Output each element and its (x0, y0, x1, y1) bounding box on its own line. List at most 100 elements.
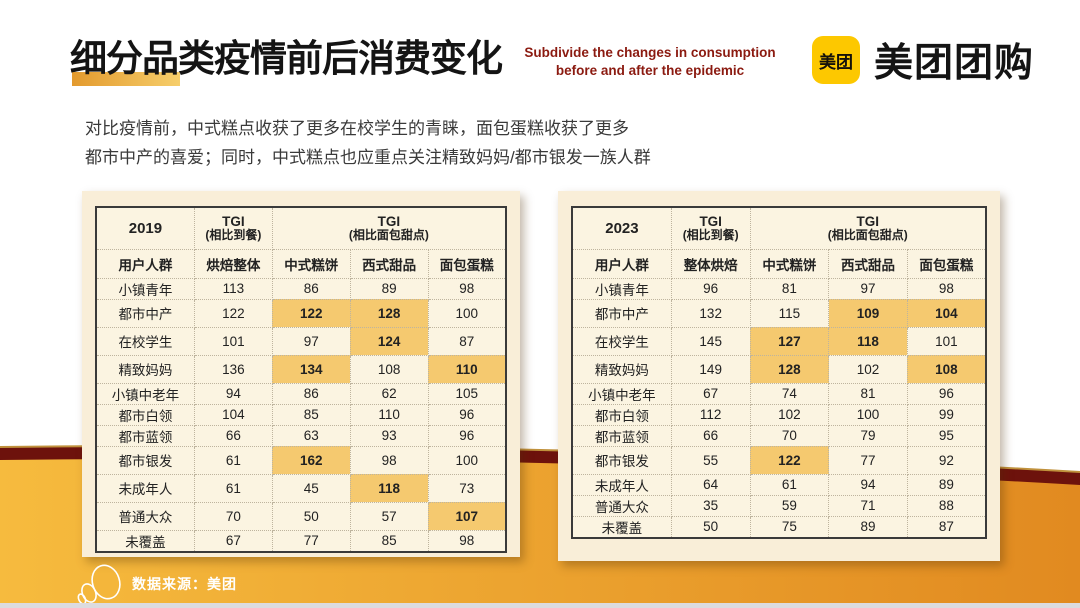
tgi-value-cell: 89 (828, 515, 908, 538)
tgi-value-cell: 124 (349, 326, 429, 356)
tgi-value-cell: 81 (749, 277, 830, 300)
tgi-value-cell: 145 (670, 326, 751, 356)
meituan-logo-text: 美团团购 (874, 42, 1035, 85)
user-group-label: 小镇青年 (95, 277, 195, 300)
user-group-label: 小镇中老年 (571, 382, 672, 405)
tgi-value-cell: 149 (670, 354, 751, 384)
user-group-label: 未成年人 (95, 473, 195, 503)
tgi-table-2019: 2019 TGI (相比到餐) TGI (相比面包甜点) 用户人群 烘焙整体 中… (95, 206, 507, 553)
tgi-value-cell: 102 (749, 403, 830, 426)
tgi-title: TGI (699, 213, 722, 229)
category-header: 中式糕饼 (749, 248, 830, 279)
user-group-label: 在校学生 (571, 326, 672, 356)
tgi-value-cell: 81 (828, 382, 908, 405)
user-group-label: 普通大众 (95, 501, 195, 531)
tgi-value-cell: 101 (906, 326, 987, 356)
tgi-title: TGI (222, 213, 245, 229)
tgi-value-cell: 70 (749, 424, 830, 447)
category-header: 西式甜品 (349, 248, 429, 279)
tgi-value-cell: 50 (670, 515, 751, 538)
table-row: 未覆盖 50 75 89 87 (571, 515, 987, 538)
meituan-logo: 美团 美团团购 (812, 32, 1034, 88)
table-header-category-row: 用户人群 烘焙整体 中式糕饼 西式甜品 面包蛋糕 (95, 248, 507, 279)
tgi-value-cell: 96 (427, 403, 507, 426)
table-row: 普通大众 35 59 71 88 (571, 494, 987, 517)
group-column-header: 用户人群 (571, 248, 672, 279)
tgi-value-cell: 96 (670, 277, 751, 300)
group-column-header: 用户人群 (95, 248, 195, 279)
tgi-value-cell: 109 (828, 298, 908, 328)
tgi-value-cell: 128 (749, 354, 830, 384)
tgi-value-cell: 63 (271, 424, 351, 447)
category-header: 整体烘焙 (670, 248, 751, 279)
tgi-subtitle: (相比面包甜点) (827, 228, 908, 243)
table-row: 都市蓝领 66 70 79 95 (571, 424, 987, 447)
category-header: 中式糕饼 (271, 248, 351, 279)
tgi-value-cell: 94 (828, 473, 908, 496)
tgi-value-cell: 162 (271, 445, 351, 475)
user-group-label: 都市白领 (571, 403, 672, 426)
intro-line-1: 对比疫情前，中式糕点收获了更多在校学生的青睐，面包蛋糕收获了更多 (85, 119, 629, 138)
tgi-value-cell: 104 (193, 403, 273, 426)
tgi-value-cell: 61 (193, 473, 273, 503)
tgi-value-cell: 100 (427, 298, 507, 328)
table-row: 精致妈妈 149 128 102 108 (571, 354, 987, 384)
year-label: 2023 (571, 206, 672, 250)
year-label: 2019 (95, 206, 195, 250)
tgi-value-cell: 136 (193, 354, 273, 384)
tgi-value-cell: 98 (427, 277, 507, 300)
page-subtitle: Subdivide the changes in consumption bef… (514, 44, 786, 79)
tgi-value-cell: 87 (906, 515, 987, 538)
tgi-subtitle: (相比到餐) (682, 228, 739, 243)
table-row: 小镇中老年 94 86 62 105 (95, 382, 507, 405)
user-group-label: 未覆盖 (95, 529, 195, 552)
intro-text: 对比疫情前，中式糕点收获了更多在校学生的青睐，面包蛋糕收获了更多 都市中产的喜爱… (85, 114, 725, 172)
user-group-label: 未成年人 (571, 473, 672, 496)
table-header-category-row: 用户人群 整体烘焙 中式糕饼 西式甜品 面包蛋糕 (571, 248, 987, 279)
table-row: 都市蓝领 66 63 93 96 (95, 424, 507, 447)
user-group-label: 精致妈妈 (571, 354, 672, 384)
table-row: 精致妈妈 136 134 108 110 (95, 354, 507, 384)
tgi-value-cell: 108 (906, 354, 987, 384)
tgi-value-cell: 94 (193, 382, 273, 405)
user-group-label: 都市银发 (571, 445, 672, 475)
tgi-title: TGI (377, 213, 401, 229)
tgi-value-cell: 98 (427, 529, 507, 552)
user-group-label: 在校学生 (95, 326, 195, 356)
tgi-value-cell: 101 (193, 326, 273, 356)
table-panel-2023: 2023 TGI (相比到餐) TGI (相比面包甜点) 用户人群 整体烘焙 中… (558, 191, 1000, 561)
tgi-value-cell: 100 (427, 445, 507, 475)
tgi-value-cell: 110 (427, 354, 507, 384)
table-row: 未成年人 61 45 118 73 (95, 473, 507, 503)
tgi-value-cell: 59 (749, 494, 830, 517)
tgi-value-cell: 113 (193, 277, 273, 300)
tgi-value-cell: 96 (427, 424, 507, 447)
table-row: 未成年人 64 61 94 89 (571, 473, 987, 496)
tgi-value-cell: 85 (349, 529, 429, 552)
tgi-value-cell: 77 (828, 445, 908, 475)
tgi-value-cell: 35 (670, 494, 751, 517)
tgi-value-cell: 62 (349, 382, 429, 405)
tgi-value-cell: 96 (906, 382, 987, 405)
tgi-value-cell: 66 (193, 424, 273, 447)
tgi-value-cell: 73 (427, 473, 507, 503)
tgi-vs-dining-header: TGI (相比到餐) (670, 206, 751, 250)
tgi-value-cell: 99 (906, 403, 987, 426)
user-group-label: 普通大众 (571, 494, 672, 517)
table-row: 未覆盖 67 77 85 98 (95, 529, 507, 552)
user-group-label: 都市白领 (95, 403, 195, 426)
tgi-value-cell: 115 (749, 298, 830, 328)
table-row: 都市白领 112 102 100 99 (571, 403, 987, 426)
tgi-value-cell: 71 (828, 494, 908, 517)
table-row: 都市中产 122 122 128 100 (95, 298, 507, 328)
table-body-2019: 小镇青年 113 86 89 98 都市中产 122 122 128 100 在校学生 101 97 12… (95, 277, 507, 552)
tgi-value-cell: 97 (828, 277, 908, 300)
tgi-value-cell: 74 (749, 382, 830, 405)
category-header: 面包蛋糕 (427, 248, 507, 279)
tgi-value-cell: 92 (906, 445, 987, 475)
tgi-value-cell: 57 (349, 501, 429, 531)
table-row: 都市白领 104 85 110 96 (95, 403, 507, 426)
tgi-value-cell: 64 (670, 473, 751, 496)
tgi-value-cell: 86 (271, 382, 351, 405)
table-row: 普通大众 70 50 57 107 (95, 501, 507, 531)
